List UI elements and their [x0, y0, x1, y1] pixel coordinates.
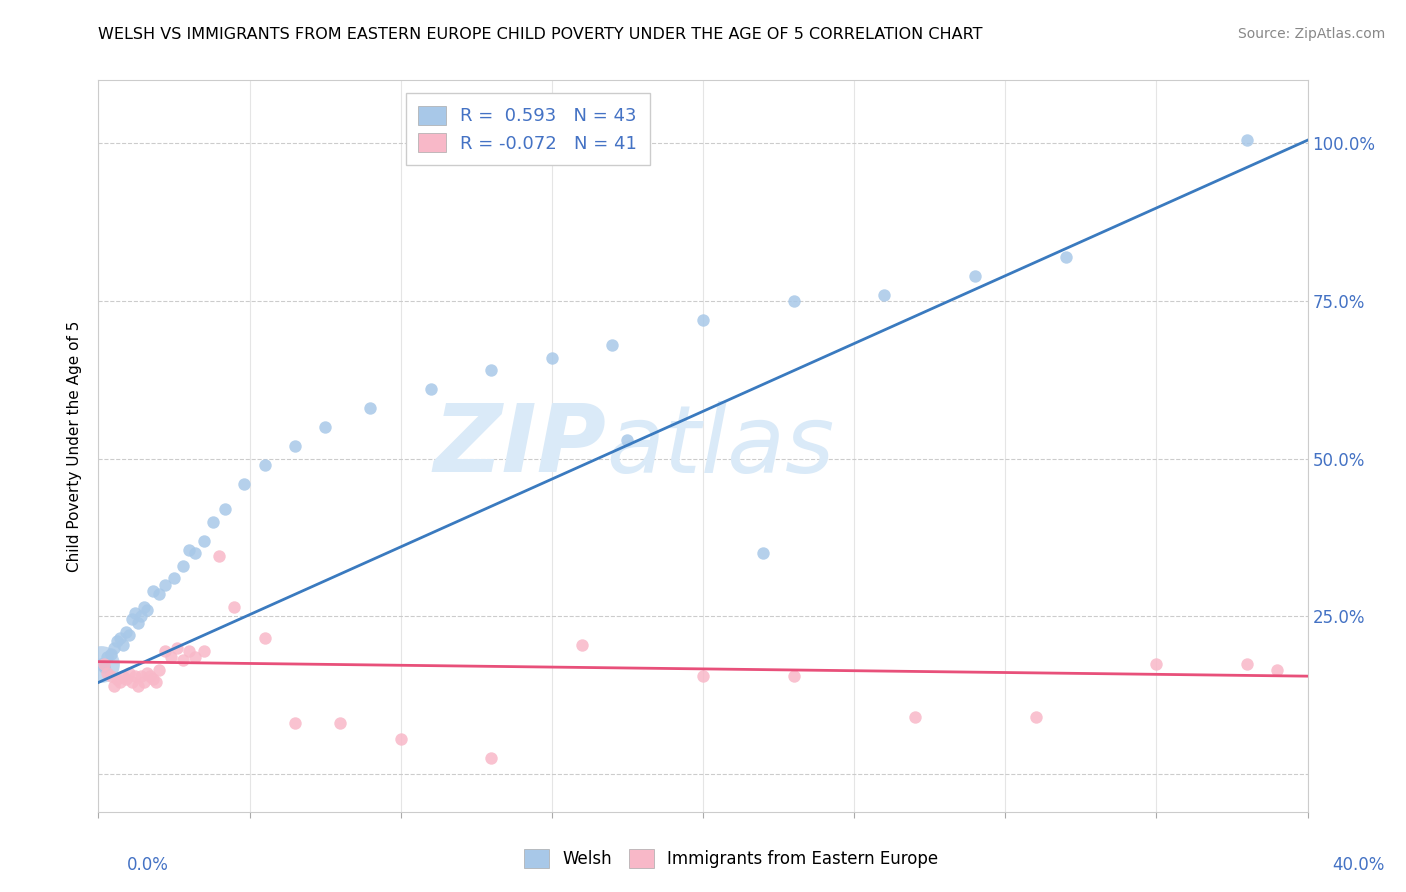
- Point: [111, 669, 134, 683]
- Point: [1236, 133, 1258, 147]
- Point: [114, 625, 136, 640]
- Point: [692, 313, 714, 327]
- Point: [214, 502, 236, 516]
- Point: [118, 628, 141, 642]
- Point: [148, 663, 170, 677]
- Point: [208, 549, 231, 564]
- Point: [184, 650, 207, 665]
- Point: [1267, 663, 1289, 677]
- Point: [121, 612, 143, 626]
- Point: [193, 533, 215, 548]
- Text: Source: ZipAtlas.com: Source: ZipAtlas.com: [1237, 27, 1385, 41]
- Point: [132, 675, 155, 690]
- Point: [124, 669, 146, 683]
- Point: [172, 558, 194, 573]
- Point: [153, 578, 176, 592]
- Point: [105, 634, 128, 648]
- Point: [135, 603, 157, 617]
- Point: [179, 543, 201, 558]
- Point: [571, 638, 593, 652]
- Point: [965, 268, 987, 283]
- Legend: R =  0.593   N = 43, R = -0.072   N = 41: R = 0.593 N = 43, R = -0.072 N = 41: [406, 93, 650, 165]
- Point: [129, 609, 152, 624]
- Point: [1236, 657, 1258, 671]
- Point: [103, 679, 125, 693]
- Point: [100, 669, 122, 683]
- Point: [114, 673, 136, 687]
- Point: [420, 382, 443, 396]
- Point: [253, 632, 276, 646]
- Point: [148, 587, 170, 601]
- Point: [129, 669, 152, 683]
- Point: [93, 657, 115, 671]
- Point: [166, 640, 188, 655]
- Point: [142, 584, 165, 599]
- Point: [481, 751, 503, 765]
- Point: [873, 287, 896, 301]
- Point: [127, 615, 149, 630]
- Point: [314, 420, 336, 434]
- Text: WELSH VS IMMIGRANTS FROM EASTERN EUROPE CHILD POVERTY UNDER THE AGE OF 5 CORRELA: WELSH VS IMMIGRANTS FROM EASTERN EUROPE …: [98, 27, 983, 42]
- Point: [135, 665, 157, 680]
- Point: [108, 675, 131, 690]
- Text: atlas: atlas: [606, 401, 835, 491]
- Point: [904, 710, 927, 724]
- Point: [124, 606, 146, 620]
- Text: 40.0%: 40.0%: [1333, 856, 1385, 874]
- Point: [193, 644, 215, 658]
- Point: [132, 599, 155, 614]
- Point: [179, 644, 201, 658]
- Point: [602, 338, 624, 352]
- Point: [481, 363, 503, 377]
- Point: [389, 732, 412, 747]
- Point: [232, 476, 254, 491]
- Point: [121, 675, 143, 690]
- Point: [108, 632, 131, 646]
- Point: [752, 546, 775, 560]
- Point: [90, 657, 112, 671]
- Point: [96, 650, 118, 665]
- Point: [1024, 710, 1046, 724]
- Point: [329, 716, 352, 731]
- Point: [163, 571, 186, 585]
- Point: [153, 644, 176, 658]
- Text: ZIP: ZIP: [433, 400, 606, 492]
- Point: [142, 673, 165, 687]
- Point: [202, 515, 225, 529]
- Point: [1054, 250, 1077, 264]
- Point: [118, 665, 141, 680]
- Text: 0.0%: 0.0%: [127, 856, 169, 874]
- Point: [783, 669, 806, 683]
- Point: [184, 546, 207, 560]
- Point: [284, 716, 307, 731]
- Point: [105, 673, 128, 687]
- Point: [1144, 657, 1167, 671]
- Point: [692, 669, 714, 683]
- Point: [224, 599, 246, 614]
- Point: [111, 638, 134, 652]
- Point: [783, 293, 806, 308]
- Point: [93, 659, 115, 673]
- Legend: Welsh, Immigrants from Eastern Europe: Welsh, Immigrants from Eastern Europe: [517, 843, 945, 875]
- Point: [160, 650, 183, 665]
- Point: [103, 640, 125, 655]
- Point: [540, 351, 562, 365]
- Point: [360, 401, 382, 416]
- Point: [139, 669, 162, 683]
- Point: [253, 458, 276, 472]
- Point: [616, 433, 638, 447]
- Point: [284, 439, 307, 453]
- Point: [100, 647, 122, 661]
- Point: [145, 675, 167, 690]
- Point: [172, 653, 194, 667]
- Y-axis label: Child Poverty Under the Age of 5: Child Poverty Under the Age of 5: [67, 320, 83, 572]
- Point: [90, 657, 112, 671]
- Point: [96, 665, 118, 680]
- Point: [127, 679, 149, 693]
